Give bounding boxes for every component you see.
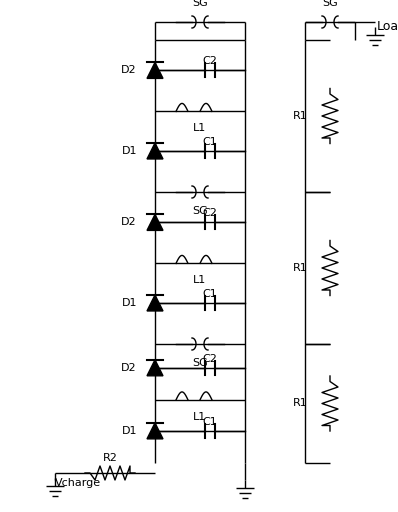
Polygon shape [147, 423, 163, 439]
Text: D2: D2 [121, 218, 137, 227]
Text: C2: C2 [203, 56, 217, 67]
Text: SG: SG [322, 0, 338, 8]
Polygon shape [147, 215, 163, 230]
Polygon shape [147, 62, 163, 78]
Text: D1: D1 [121, 298, 137, 308]
Polygon shape [147, 360, 163, 376]
Text: C2: C2 [203, 208, 217, 219]
Text: R2: R2 [103, 453, 117, 463]
Text: SG: SG [192, 0, 208, 8]
Text: Vcharge: Vcharge [55, 478, 101, 488]
Text: L1: L1 [193, 123, 207, 134]
Text: C1: C1 [203, 289, 217, 299]
Text: L1: L1 [193, 412, 207, 422]
Text: Load: Load [377, 20, 398, 33]
Text: D1: D1 [121, 146, 137, 156]
Text: R1: R1 [293, 263, 308, 273]
Polygon shape [147, 295, 163, 311]
Text: C2: C2 [203, 354, 217, 364]
Polygon shape [147, 143, 163, 159]
Text: D2: D2 [121, 363, 137, 373]
Text: R1: R1 [293, 111, 308, 121]
Text: C1: C1 [203, 417, 217, 427]
Text: L1: L1 [193, 275, 207, 286]
Text: SG: SG [192, 206, 208, 216]
Text: SG: SG [192, 358, 208, 368]
Text: D2: D2 [121, 66, 137, 75]
Text: R1: R1 [293, 398, 308, 409]
Text: C1: C1 [203, 137, 217, 147]
Text: D1: D1 [121, 426, 137, 436]
